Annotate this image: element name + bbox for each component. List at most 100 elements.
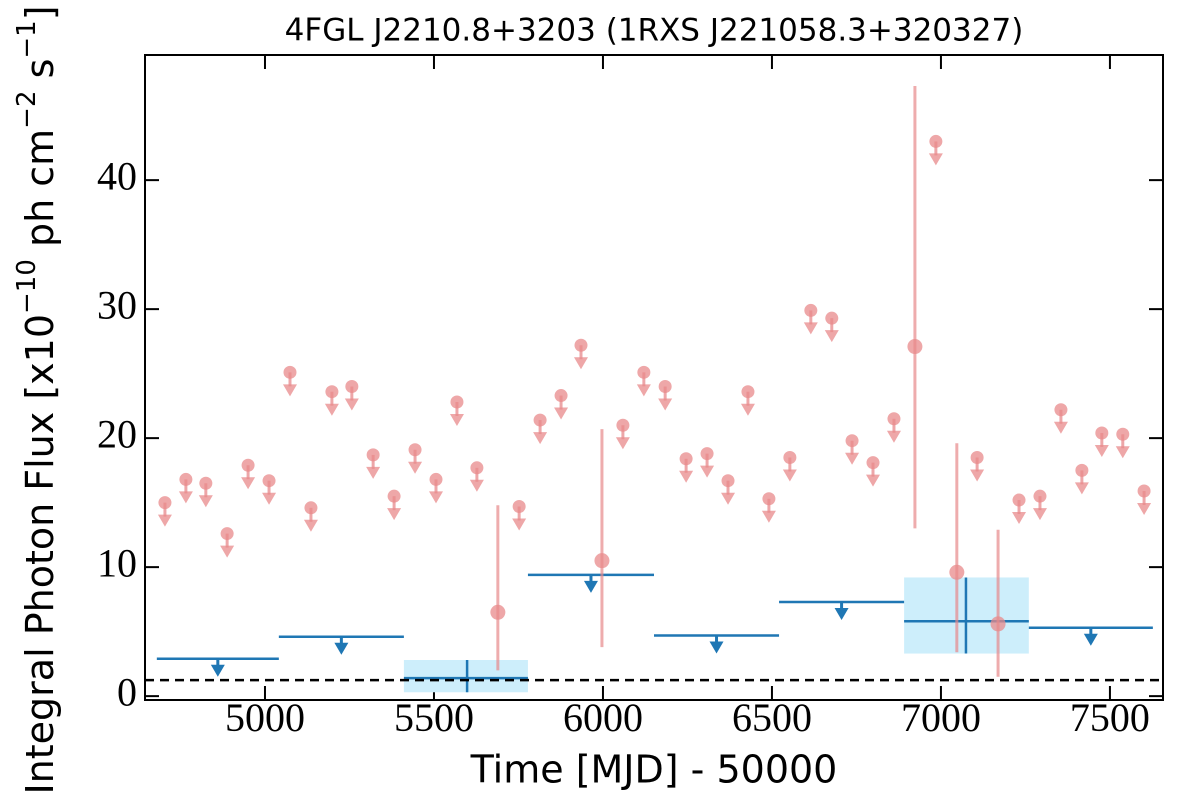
upper-limit-point: [616, 418, 630, 432]
y-tick-label: 0: [117, 669, 137, 714]
y-label-superscript: −2: [12, 91, 42, 129]
y-tick-label: 10: [97, 540, 137, 585]
upper-limit-arrow-head: [282, 384, 297, 397]
upper-limit-arrow-head: [220, 545, 235, 558]
upper-limit-arrow-head: [198, 495, 213, 508]
upper-limit-arrow-head: [928, 153, 943, 166]
upper-limit-arrow-head: [366, 466, 381, 479]
upper-limit-point: [762, 492, 776, 506]
upper-limit-point: [345, 380, 359, 394]
upper-limit-arrow-head: [387, 508, 402, 521]
upper-limit-point: [825, 311, 839, 325]
y-label-part: Integral Photon Flux [x10: [18, 314, 62, 795]
upper-limit-point: [679, 452, 693, 466]
detection-point: [949, 564, 965, 580]
upper-limit-point: [470, 461, 484, 475]
y-tick-label: 40: [97, 153, 137, 198]
upper-limit-point: [179, 472, 193, 486]
upper-limit-point: [512, 500, 526, 513]
upper-limit-point: [658, 380, 672, 394]
x-axis-label: Time [MJD] - 50000: [470, 748, 838, 792]
x-tick-label: 5000: [225, 695, 305, 740]
upper-limit-point: [450, 395, 464, 409]
upper-limit-arrow-head: [970, 469, 985, 482]
upper-limit-point: [970, 450, 984, 464]
bin-upper-limit-arrow-head: [1083, 633, 1098, 646]
upper-limit-point: [387, 489, 401, 503]
x-tick-label: 7000: [901, 695, 981, 740]
detection-point: [594, 553, 610, 569]
upper-limit-arrow-head: [469, 479, 484, 492]
upper-limit-arrow-head: [241, 477, 256, 490]
upper-limit-point: [845, 434, 859, 448]
upper-limit-arrow-head: [1137, 503, 1152, 516]
upper-limit-point: [637, 365, 651, 379]
upper-limit-point: [804, 303, 818, 317]
upper-limit-arrow-head: [449, 414, 464, 427]
upper-limit-point: [721, 474, 735, 488]
y-label-part: ph cm: [18, 129, 62, 259]
upper-limit-point: [199, 476, 213, 490]
upper-limit-arrow-head: [533, 432, 548, 445]
upper-limit-point: [554, 389, 568, 403]
chart-title: 4FGL J2210.8+3203 (1RXS J221058.3+320327…: [285, 13, 1024, 49]
y-label-superscript: −1: [12, 20, 42, 58]
upper-limit-arrow-head: [679, 470, 694, 483]
upper-limit-arrow-head: [740, 403, 755, 416]
upper-limit-arrow-head: [573, 357, 588, 370]
upper-limit-point: [220, 527, 234, 541]
upper-limit-arrow-head: [1032, 508, 1047, 521]
y-tick-label: 20: [97, 411, 137, 456]
x-tick-label: 6000: [563, 695, 643, 740]
upper-limit-arrow-head: [803, 322, 818, 335]
upper-limit-arrow-head: [886, 430, 901, 443]
detection-point: [990, 616, 1006, 632]
y-label-superscript: −10: [12, 259, 42, 314]
upper-limit-point: [741, 385, 755, 399]
upper-limit-point: [408, 443, 422, 457]
upper-limit-arrow-head: [636, 384, 651, 397]
upper-limit-arrow-head: [554, 407, 569, 420]
upper-limit-arrow-head: [408, 461, 423, 474]
upper-limit-point: [1012, 493, 1026, 507]
upper-limit-point: [325, 385, 339, 399]
upper-limit-point: [366, 448, 380, 462]
upper-limit-arrow-head: [845, 452, 860, 465]
upper-limit-point: [262, 474, 276, 488]
bin-upper-limit-arrow-head: [834, 607, 849, 620]
upper-limit-point: [304, 501, 318, 515]
bin-upper-limit-arrow-head: [709, 641, 724, 654]
upper-limit-point: [533, 413, 547, 427]
upper-limit-arrow-head: [324, 403, 339, 416]
upper-limit-point: [1033, 489, 1047, 503]
upper-limit-arrow-head: [262, 492, 277, 505]
upper-limit-arrow-head: [344, 398, 359, 411]
y-tick-label: 30: [97, 282, 137, 327]
plot-frame: [144, 54, 1164, 701]
upper-limit-point: [1137, 484, 1151, 498]
upper-limit-point: [574, 338, 588, 352]
upper-limit-arrow-head: [429, 491, 444, 504]
upper-limit-arrow-head: [700, 465, 715, 478]
upper-limit-arrow-head: [1053, 421, 1068, 434]
bin-upper-limit-arrow-head: [583, 580, 598, 593]
upper-limit-arrow-head: [866, 474, 881, 487]
detection-point: [490, 604, 506, 620]
upper-limit-point: [429, 472, 443, 486]
x-tick-label: 7500: [1070, 695, 1150, 740]
upper-limit-arrow-head: [303, 519, 318, 532]
upper-limit-arrow-head: [824, 330, 839, 343]
upper-limit-point: [158, 496, 172, 510]
upper-limit-point: [1075, 463, 1089, 477]
bin-upper-limit-arrow-head: [334, 642, 349, 655]
upper-limit-point: [1116, 427, 1130, 441]
upper-limit-point: [1054, 403, 1068, 417]
upper-limit-point: [1095, 426, 1109, 440]
upper-limit-point: [241, 458, 255, 472]
upper-limit-point: [887, 412, 901, 426]
upper-limit-arrow-head: [512, 518, 527, 531]
upper-limit-arrow-head: [761, 510, 776, 523]
upper-limit-arrow-head: [782, 469, 797, 482]
y-label-part: ]: [18, 5, 62, 20]
